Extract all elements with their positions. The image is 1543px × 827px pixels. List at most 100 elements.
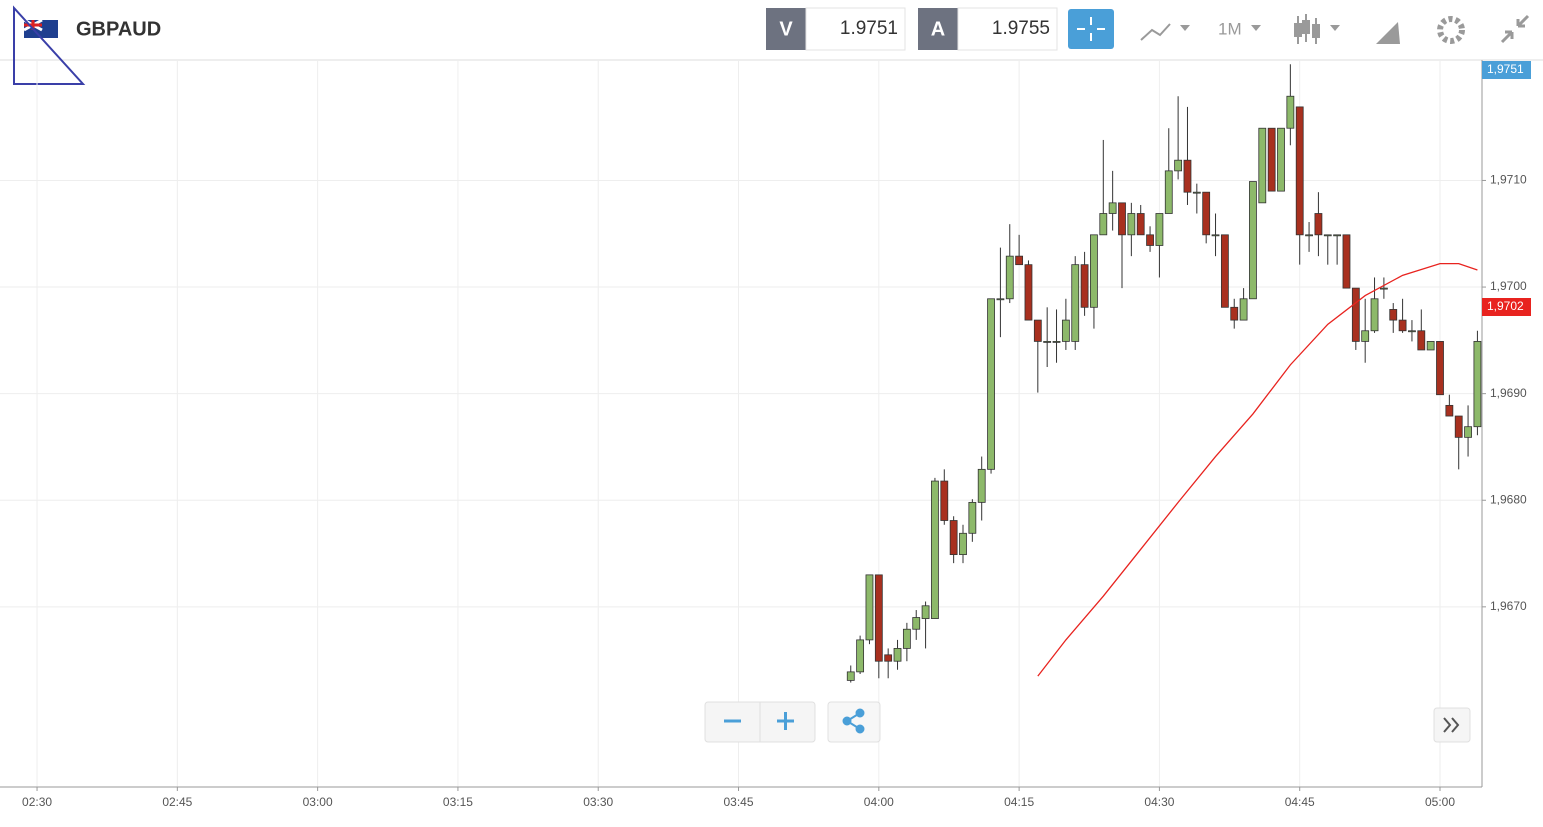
candle-body bbox=[1043, 341, 1052, 343]
y-tick-label: 1,9710 bbox=[1490, 173, 1527, 187]
x-tick-label: 04:00 bbox=[864, 795, 894, 809]
scroll-box bbox=[1433, 707, 1471, 743]
candle-body bbox=[1127, 213, 1136, 236]
candle-body bbox=[1005, 255, 1014, 300]
y-tick-label: 1,9670 bbox=[1490, 599, 1527, 613]
candle-body bbox=[1267, 127, 1276, 192]
candle-body bbox=[1426, 341, 1435, 351]
scroll-end-button[interactable] bbox=[1443, 717, 1460, 733]
y-tick-label: 1,9690 bbox=[1490, 386, 1527, 400]
candle-body bbox=[1136, 213, 1145, 236]
overlay-label: 1,9702 bbox=[1487, 299, 1524, 313]
candle-body bbox=[977, 468, 986, 503]
candle-body bbox=[1211, 234, 1220, 237]
buy-label: A bbox=[931, 18, 945, 40]
candle-body bbox=[1389, 309, 1398, 321]
candle-body bbox=[1071, 264, 1080, 342]
candle-body bbox=[856, 639, 865, 673]
candle-body bbox=[1398, 319, 1407, 332]
indicator-button[interactable] bbox=[1140, 23, 1190, 41]
candle-body bbox=[912, 617, 921, 630]
candle-body bbox=[893, 648, 902, 662]
flag-icon bbox=[23, 18, 58, 38]
candle-body bbox=[1333, 234, 1342, 237]
candle-body bbox=[1305, 234, 1313, 237]
candle-body bbox=[931, 480, 939, 619]
x-tick-label: 03:45 bbox=[724, 795, 754, 809]
candle-body bbox=[1146, 234, 1154, 246]
candle-body bbox=[1183, 159, 1192, 193]
candle-body bbox=[1024, 264, 1033, 321]
buy-price: 1.9755 bbox=[992, 18, 1050, 39]
x-tick-label: 02:30 bbox=[22, 795, 52, 809]
candle-body bbox=[996, 298, 1005, 301]
candle-body bbox=[1342, 234, 1351, 289]
candle-body bbox=[1249, 181, 1257, 300]
x-tick-label: 04:15 bbox=[1004, 795, 1034, 809]
sell-button[interactable] bbox=[766, 8, 806, 50]
settings-button[interactable] bbox=[1437, 16, 1465, 44]
candle-body bbox=[1408, 330, 1416, 333]
candle-body bbox=[1286, 95, 1295, 129]
buy-price-box bbox=[957, 7, 1058, 51]
candle-body bbox=[1361, 330, 1370, 342]
candle-body bbox=[1080, 264, 1089, 308]
x-tick-label: 03:30 bbox=[583, 795, 613, 809]
drawing-tool-triangle bbox=[13, 5, 86, 85]
chart-type-button[interactable] bbox=[1294, 14, 1340, 44]
zoom-in-button[interactable] bbox=[777, 712, 794, 730]
candle-body bbox=[1436, 341, 1444, 396]
candle-body bbox=[1258, 127, 1267, 204]
series-area bbox=[846, 64, 1482, 683]
candle-body bbox=[1164, 170, 1173, 214]
crosshair-button[interactable] bbox=[1068, 9, 1114, 49]
share-box bbox=[827, 701, 881, 743]
candle-body bbox=[959, 532, 967, 556]
candle-body bbox=[1417, 330, 1426, 351]
candle-body bbox=[1033, 319, 1042, 342]
candle-body bbox=[1192, 191, 1201, 194]
candle-body bbox=[1454, 415, 1463, 438]
x-tick-label: 03:00 bbox=[303, 795, 333, 809]
x-tick-label: 03:15 bbox=[443, 795, 473, 809]
candle-body bbox=[1202, 191, 1211, 236]
moving-average-line bbox=[1037, 262, 1478, 677]
timeframe[interactable]: 1M bbox=[1218, 19, 1242, 38]
share-button[interactable] bbox=[842, 708, 865, 734]
candle-body bbox=[1295, 106, 1304, 236]
candle-body bbox=[1445, 404, 1454, 417]
candle-body bbox=[968, 501, 977, 534]
candle-body bbox=[940, 480, 949, 521]
candle-body bbox=[1061, 319, 1070, 342]
candle-body bbox=[1473, 341, 1482, 428]
candle-body bbox=[1323, 234, 1332, 237]
sell-price-box bbox=[805, 7, 906, 51]
candle-body bbox=[1277, 127, 1285, 192]
zoom-controls bbox=[704, 701, 1471, 743]
buy-button[interactable] bbox=[918, 8, 958, 50]
candle-body bbox=[1108, 202, 1117, 214]
y-tick-label: 1,9680 bbox=[1490, 492, 1527, 506]
symbol: GBPAUD bbox=[76, 18, 161, 40]
candle-body bbox=[1090, 234, 1098, 308]
y-tick-label: 1,9700 bbox=[1490, 279, 1527, 293]
candle-body bbox=[1464, 426, 1472, 438]
candle-body bbox=[1351, 287, 1360, 342]
candle-body bbox=[1099, 213, 1108, 236]
plot-area: 1,9670 1,9680 1,9690 1,9700 1,9710 02:30 02:45… bbox=[0, 60, 1531, 809]
drawing-button[interactable] bbox=[1376, 22, 1400, 44]
candle-body bbox=[1379, 287, 1388, 290]
x-tick-label: 02:45 bbox=[162, 795, 192, 809]
last-price-label: 1,9751 bbox=[1487, 62, 1524, 76]
candle-body bbox=[1314, 213, 1323, 236]
sell-price: 1.9751 bbox=[840, 18, 898, 39]
candle-body bbox=[1155, 213, 1164, 246]
collapse-button[interactable] bbox=[1500, 14, 1530, 44]
candle-body bbox=[921, 605, 930, 619]
candle-body bbox=[1174, 159, 1183, 172]
candle-body bbox=[1052, 341, 1061, 343]
x-tick-label: 04:45 bbox=[1285, 795, 1315, 809]
timeframe-caret bbox=[1251, 25, 1261, 31]
candle-body bbox=[987, 298, 995, 470]
